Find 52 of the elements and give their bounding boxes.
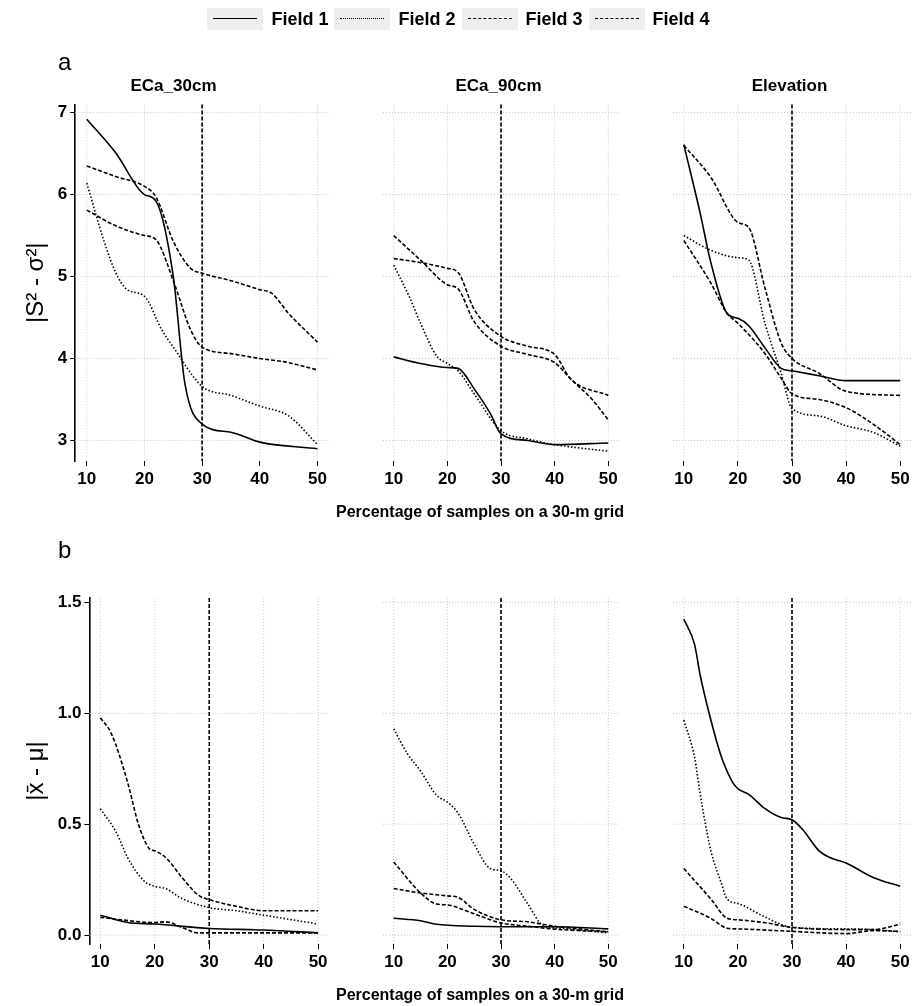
legend-label: Field 3	[525, 8, 583, 30]
x-tick-label: 10	[384, 468, 404, 488]
x-tick-label: 40	[545, 468, 565, 488]
x-tick-label: 30	[192, 468, 212, 488]
y-tick-label: 3	[57, 430, 68, 450]
x-tick-label: 20	[437, 468, 457, 488]
y-tick-label: 4	[57, 348, 68, 368]
x-tick-label: 30	[491, 951, 511, 971]
y-tick-label: 5	[57, 266, 68, 286]
x-axis-title: Percentage of samples on a 30-m grid	[334, 503, 626, 521]
x-tick-label: 50	[890, 468, 910, 488]
y-tick-label: 0.5	[57, 813, 82, 833]
y-axis-title: |x̄ - μ|	[21, 741, 49, 801]
x-tick-label: 10	[674, 468, 694, 488]
chart-title: ECa_30cm	[130, 75, 217, 95]
chart-title: Elevation	[751, 75, 828, 95]
x-tick-label: 20	[135, 468, 154, 488]
x-tick-label: 50	[598, 468, 618, 488]
x-axis-title: Percentage of samples on a 30-m grid	[334, 986, 626, 1004]
x-tick-label: 40	[836, 951, 856, 971]
y-tick-label: 1.5	[57, 592, 82, 612]
legend-label: Field 2	[398, 8, 456, 30]
x-tick-label: 20	[728, 468, 748, 488]
x-tick-label: 30	[491, 468, 511, 488]
x-tick-label: 20	[145, 951, 165, 971]
legend-label: Field 4	[652, 8, 710, 30]
x-tick-label: 50	[308, 951, 328, 971]
legend-label: Field 1	[271, 8, 329, 30]
x-tick-label: 30	[199, 951, 219, 971]
x-tick-label: 10	[384, 951, 404, 971]
x-tick-label: 30	[782, 951, 802, 971]
x-tick-label: 10	[674, 951, 694, 971]
x-tick-label: 40	[545, 951, 565, 971]
x-tick-label: 10	[77, 468, 97, 488]
x-tick-label: 10	[90, 951, 110, 971]
x-tick-label: 50	[308, 468, 327, 488]
y-axis-title: |S² - σ²|	[21, 242, 49, 323]
x-tick-label: 40	[254, 951, 274, 971]
y-tick-label: 7	[57, 102, 68, 122]
x-tick-label: 20	[437, 951, 457, 971]
x-tick-label: 30	[782, 468, 802, 488]
text: b	[58, 536, 72, 564]
x-tick-label: 50	[890, 951, 910, 971]
x-tick-label: 20	[728, 951, 748, 971]
y-tick-label: 1.0	[57, 703, 82, 723]
x-tick-label: 50	[598, 951, 618, 971]
x-tick-label: 40	[836, 468, 856, 488]
text: a	[58, 48, 72, 76]
chart-title: ECa_90cm	[455, 75, 542, 95]
y-tick-label: 0.0	[57, 924, 82, 944]
y-tick-label: 6	[57, 184, 68, 204]
x-tick-label: 40	[250, 468, 270, 488]
